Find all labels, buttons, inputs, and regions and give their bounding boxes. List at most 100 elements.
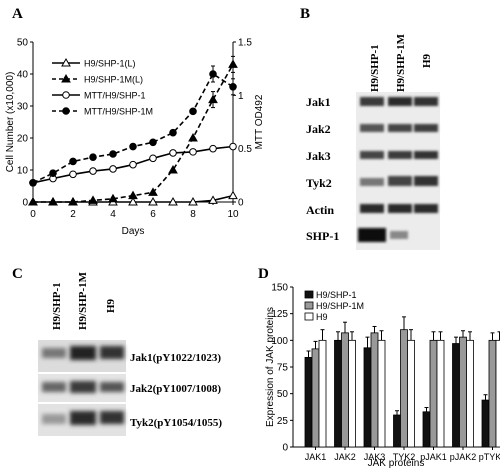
a-x-tick-label: 10 [227,209,239,220]
a-data-point [168,196,178,206]
d-bar [407,339,415,448]
c-lane-label-1: H9/SHP-1 [51,282,63,330]
a-y2-tick-label: 1 [238,91,244,102]
a-data-point [148,187,158,196]
a-data-point [189,107,197,116]
d-bar [422,411,431,448]
a-data-point [128,196,138,206]
a-data-point [109,150,117,158]
b-lane-label-2: H9/SHP-1M [395,33,407,92]
a-y-axis-label: Cell Number (x10,000) [5,72,16,173]
b-band [388,124,412,132]
d-x-tick-label: TYK2 [393,452,416,462]
b-band [414,204,438,213]
d-bar [363,347,372,448]
a-data-point [48,196,58,206]
d-y-axis-label: Expression of JAK proteins [265,307,276,427]
panel-letter-d: D [258,266,269,282]
b-lane-label-1: H9/SHP-1 [369,44,381,92]
d-bar [466,339,474,448]
c-band [100,346,124,359]
d-bar [304,356,313,448]
panel-b-western-blot: H9/SHP-1 H9/SHP-1M H9 Jak1 Jak2 Jak3 Tyk… [306,33,440,250]
b-band [388,97,412,106]
a-data-point [129,142,137,151]
d-y-tick-label: 125 [271,309,288,320]
a-legend-label: H9/SHP-1(L) [84,59,136,69]
a-data-point [69,170,77,179]
d-y-tick-label: 75 [277,363,289,374]
d-bar [318,339,327,448]
b-band [358,228,386,242]
b-band [388,176,412,186]
d-legend-swatch [304,290,314,299]
d-bar [370,332,379,448]
a-y2-axis-label: MTT OD492 [254,94,265,149]
a-data-point [28,196,38,206]
d-x-tick-label: JAK1 [305,452,327,462]
a-data-point [29,179,37,187]
a-data-point [168,164,178,174]
c-row-label-3: Tyk2(pY1054/1055) [130,417,222,429]
c-lane-label-2: H9/SHP-1M [77,271,89,330]
a-data-point [128,190,138,200]
c-lane-label-3: H9 [105,298,117,313]
c-row-label-1: Jak1(pY1022/1023) [130,352,221,364]
d-x-axis-label: JAK proteins [368,458,425,468]
d-bar [429,339,438,448]
d-y-tick-label: 50 [277,389,289,400]
a-x-tick-label: 6 [150,209,156,220]
a-y-tick-label: 20 [17,134,29,145]
a-y-tick-label: 30 [17,102,29,113]
d-y-tick-label: 0 [282,443,288,454]
b-band [388,204,412,213]
b-band [414,151,438,159]
d-bar [459,336,467,448]
a-series-line-2 [33,64,234,203]
a-data-point [149,138,157,147]
c-bands [42,346,124,425]
c-band [100,382,124,392]
b-band [390,231,408,239]
b-row-label-actin: Actin [306,203,334,217]
d-bar [348,339,356,448]
c-band [70,411,96,425]
a-data-point [208,195,218,204]
a-x-tick-label: 0 [30,209,36,220]
d-bar [341,332,349,448]
b-band [388,151,412,159]
c-band [42,348,66,358]
d-bar [400,329,408,448]
d-bar [481,399,490,448]
c-band [70,381,96,393]
d-y-tick-label: 25 [277,416,289,427]
panel-letter-a: A [12,6,23,22]
d-bar [393,414,401,448]
a-y-tick-label: 40 [17,70,29,81]
a-legend-marker [61,57,71,67]
d-x-tick-label: JAK2 [334,452,356,462]
a-data-point [228,190,238,200]
d-y-tick-label: 150 [271,283,288,294]
b-row-label-tyk2: Tyk2 [306,176,332,190]
b-row-label-jak2: Jak2 [306,122,331,136]
d-x-tick-label: JAK3 [364,452,386,462]
a-data-point [189,148,197,156]
a-data-point [169,149,177,157]
a-data-point [188,196,198,206]
b-membrane [356,92,440,250]
d-bar [452,343,460,448]
a-y-tick-label: 50 [17,38,29,49]
a-legend-label: MTT/H9/SHP-1M [84,107,153,117]
a-y2-tick-label: 1.5 [238,38,252,49]
d-legend-swatch [304,301,314,310]
b-band [360,124,384,132]
a-data-point [109,165,117,173]
a-data-point [68,196,78,206]
b-bands [358,97,438,242]
d-bar [436,339,445,448]
a-legend-marker [62,107,70,115]
a-y2-tick-label: 0 [238,198,244,209]
